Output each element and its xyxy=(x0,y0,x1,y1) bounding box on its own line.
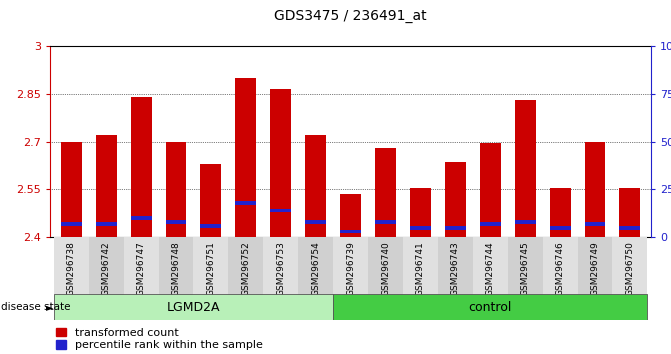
Bar xyxy=(480,143,501,237)
Text: GSM296748: GSM296748 xyxy=(172,241,180,296)
Bar xyxy=(236,201,256,205)
FancyBboxPatch shape xyxy=(298,237,333,313)
FancyBboxPatch shape xyxy=(89,237,123,313)
FancyBboxPatch shape xyxy=(263,237,298,313)
Bar xyxy=(584,142,605,237)
Bar xyxy=(619,226,640,229)
Text: LGMD2A: LGMD2A xyxy=(166,301,220,314)
Bar xyxy=(61,142,82,237)
FancyBboxPatch shape xyxy=(158,237,193,313)
FancyBboxPatch shape xyxy=(543,237,578,313)
FancyBboxPatch shape xyxy=(368,237,403,313)
Text: GSM296738: GSM296738 xyxy=(67,241,76,296)
Bar xyxy=(445,162,466,237)
Bar xyxy=(96,135,117,237)
FancyBboxPatch shape xyxy=(508,237,543,313)
Bar xyxy=(305,220,326,224)
Text: GSM296740: GSM296740 xyxy=(381,241,390,296)
Text: GSM296746: GSM296746 xyxy=(556,241,564,296)
Bar xyxy=(515,100,535,237)
Bar xyxy=(305,135,326,237)
FancyBboxPatch shape xyxy=(613,237,648,313)
Text: GSM296754: GSM296754 xyxy=(311,241,320,296)
FancyBboxPatch shape xyxy=(333,294,648,320)
Text: GSM296753: GSM296753 xyxy=(276,241,285,296)
Text: control: control xyxy=(468,301,512,314)
Text: ►: ► xyxy=(46,302,53,312)
Bar xyxy=(270,209,291,212)
FancyBboxPatch shape xyxy=(473,237,508,313)
Bar xyxy=(201,164,221,237)
Bar xyxy=(515,220,535,224)
Text: GSM296744: GSM296744 xyxy=(486,241,495,296)
Text: GSM296749: GSM296749 xyxy=(590,241,599,296)
Bar xyxy=(131,97,152,237)
Bar xyxy=(550,188,570,237)
Bar xyxy=(201,224,221,228)
Text: GSM296745: GSM296745 xyxy=(521,241,529,296)
Bar xyxy=(61,222,82,226)
Bar xyxy=(131,216,152,220)
Bar xyxy=(619,188,640,237)
Bar xyxy=(480,222,501,226)
FancyBboxPatch shape xyxy=(193,237,228,313)
FancyBboxPatch shape xyxy=(54,294,333,320)
Text: GSM296747: GSM296747 xyxy=(137,241,146,296)
Text: GSM296750: GSM296750 xyxy=(625,241,634,296)
FancyBboxPatch shape xyxy=(438,237,473,313)
FancyBboxPatch shape xyxy=(333,237,368,313)
Bar xyxy=(166,220,187,224)
FancyBboxPatch shape xyxy=(123,237,158,313)
Text: GSM296751: GSM296751 xyxy=(207,241,215,296)
Bar xyxy=(410,226,431,229)
Bar xyxy=(340,194,361,237)
Text: disease state: disease state xyxy=(1,302,71,312)
Bar xyxy=(375,148,396,237)
Bar xyxy=(410,188,431,237)
Text: GDS3475 / 236491_at: GDS3475 / 236491_at xyxy=(274,9,427,23)
Text: GSM296741: GSM296741 xyxy=(416,241,425,296)
Bar xyxy=(270,89,291,237)
FancyBboxPatch shape xyxy=(403,237,438,313)
FancyBboxPatch shape xyxy=(228,237,263,313)
Bar xyxy=(236,78,256,237)
Bar xyxy=(96,222,117,226)
Bar xyxy=(340,229,361,233)
Bar xyxy=(445,226,466,229)
Bar xyxy=(375,220,396,224)
FancyBboxPatch shape xyxy=(54,237,89,313)
Legend: transformed count, percentile rank within the sample: transformed count, percentile rank withi… xyxy=(56,328,262,350)
Bar xyxy=(550,226,570,229)
Bar xyxy=(166,142,187,237)
Text: GSM296742: GSM296742 xyxy=(102,241,111,296)
Text: GSM296739: GSM296739 xyxy=(346,241,355,296)
Text: GSM296752: GSM296752 xyxy=(242,241,250,296)
Bar xyxy=(584,222,605,226)
Text: GSM296743: GSM296743 xyxy=(451,241,460,296)
FancyBboxPatch shape xyxy=(578,237,613,313)
